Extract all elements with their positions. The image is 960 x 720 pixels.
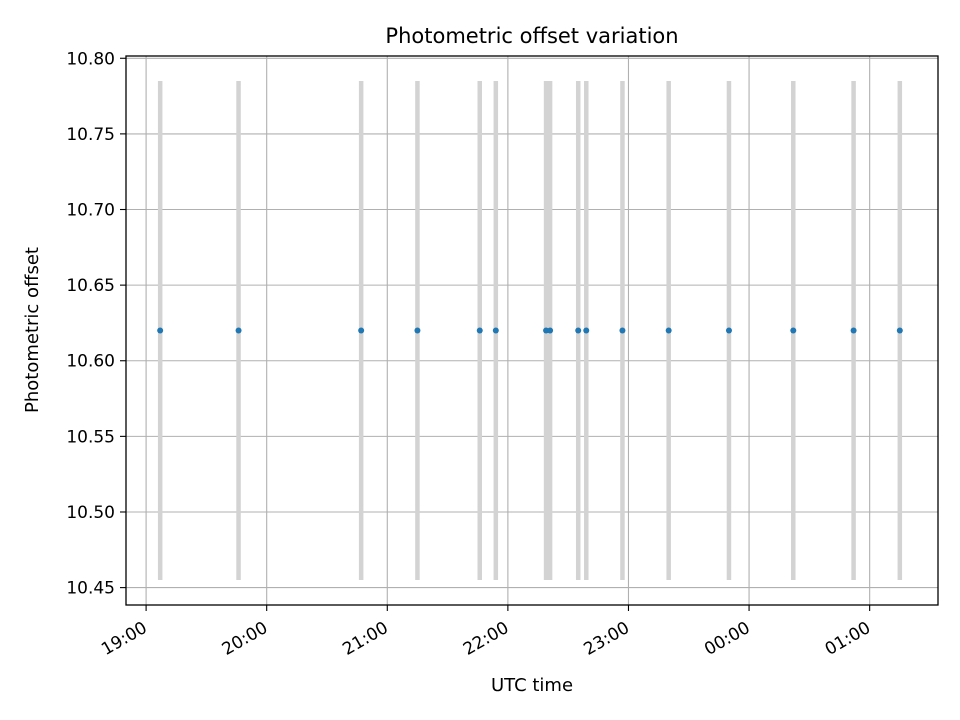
y-tick-label: 10.80 — [66, 49, 115, 69]
data-point — [547, 327, 554, 334]
y-axis-ticks: 10.45 10.50 10.55 10.60 10.65 10.70 10.75 10.80 — [66, 49, 126, 599]
data-points — [157, 327, 903, 334]
y-tick-label: 10.65 — [66, 276, 115, 296]
data-point — [235, 327, 242, 334]
plot-frame — [125, 55, 939, 606]
x-tick-label: 21:00 — [339, 618, 391, 660]
y-tick-label: 10.75 — [66, 125, 115, 145]
y-tick-label: 10.60 — [66, 352, 115, 372]
data-point — [492, 327, 499, 334]
grid-lines — [126, 56, 938, 605]
error-bars — [157, 80, 903, 581]
data-point — [790, 327, 797, 334]
data-point — [583, 327, 590, 334]
x-tick-label: 22:00 — [460, 618, 512, 660]
data-point — [850, 327, 857, 334]
data-point — [157, 327, 164, 334]
data-point — [896, 327, 903, 334]
x-tick-label: 00:00 — [701, 618, 753, 660]
x-tick-label: 19:00 — [98, 618, 150, 660]
data-point — [665, 327, 672, 334]
data-point — [476, 327, 483, 334]
data-point — [575, 327, 582, 334]
data-point — [414, 327, 421, 334]
data-point — [358, 327, 365, 334]
x-axis-title: UTC time — [491, 675, 573, 696]
y-axis-title: Photometric offset — [22, 247, 43, 413]
y-tick-label: 10.70 — [66, 201, 115, 221]
x-tick-label: 20:00 — [219, 618, 271, 660]
data-point — [725, 327, 732, 334]
x-tick-label: 23:00 — [581, 618, 633, 660]
y-tick-label: 10.55 — [66, 427, 115, 447]
y-tick-label: 10.45 — [66, 579, 115, 599]
x-axis-ticks: 19:00 20:00 21:00 22:00 23:00 00:00 01:00 — [98, 605, 874, 660]
chart-title: Photometric offset variation — [385, 24, 678, 48]
y-tick-label: 10.50 — [66, 503, 115, 523]
data-point — [619, 327, 626, 334]
x-tick-label: 01:00 — [822, 618, 874, 660]
